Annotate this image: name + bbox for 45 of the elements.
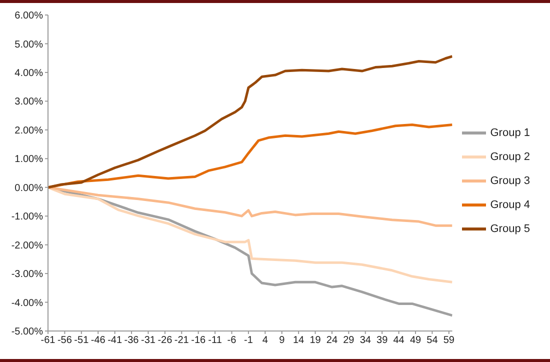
legend-label: Group 4 [490, 198, 530, 211]
line-series [48, 186, 452, 284]
x-tick-label: 29 [343, 335, 355, 346]
x-tick-label: 49 [410, 335, 422, 346]
y-tick-label: -4.00% [11, 298, 44, 309]
legend-label: Group 3 [490, 174, 530, 187]
x-tick-label: 19 [310, 335, 322, 346]
x-tick-label: 9 [279, 335, 286, 346]
legend-label: Group 2 [490, 150, 530, 163]
y-tick-label: 2.00% [14, 125, 44, 136]
x-tick-label: 14 [293, 335, 305, 346]
y-tick-label: -3.00% [11, 269, 44, 280]
x-tick-label: 4 [262, 335, 268, 346]
x-tick-label: -61 [40, 335, 56, 346]
y-tick-label: -5.00% [11, 326, 44, 338]
x-tick-label: -26 [158, 335, 173, 346]
x-tick-label: -11 [208, 335, 222, 346]
x-tick-label: -41 [108, 335, 122, 346]
line-series [48, 186, 452, 227]
y-tick-label: -1.00% [11, 212, 44, 223]
x-tick-label: -46 [90, 335, 106, 346]
x-tick-label: -56 [57, 335, 72, 346]
y-tick-label: 6.00% [14, 10, 44, 22]
y-tick-label: 5.00% [14, 39, 44, 50]
x-tick-label: -6 [227, 335, 237, 346]
x-tick-label: -51 [74, 335, 90, 346]
line-series [48, 55, 452, 189]
x-tick-label: 59 [443, 335, 455, 346]
x-tick-label: 54 [426, 335, 438, 346]
x-tick-label: 44 [393, 335, 405, 346]
x-tick-label: 39 [376, 335, 388, 346]
x-tick-label: 34 [360, 335, 372, 346]
y-tick-label: -2.00% [11, 240, 44, 252]
y-tick-label: 1.00% [14, 154, 44, 166]
y-tick-label: 3.00% [14, 96, 44, 108]
legend-label: Group 1 [490, 126, 530, 139]
x-tick-label: -1 [244, 335, 254, 346]
x-tick-label: -21 [174, 335, 190, 346]
x-tick-label: -36 [124, 335, 140, 346]
legend-label: Group 5 [490, 222, 530, 235]
y-tick-label: 0.00% [14, 182, 44, 194]
x-tick-label: 24 [326, 335, 338, 346]
x-tick-label: -16 [191, 335, 206, 346]
x-tick-label: -31 [141, 335, 156, 346]
y-tick-label: 4.00% [14, 68, 44, 80]
